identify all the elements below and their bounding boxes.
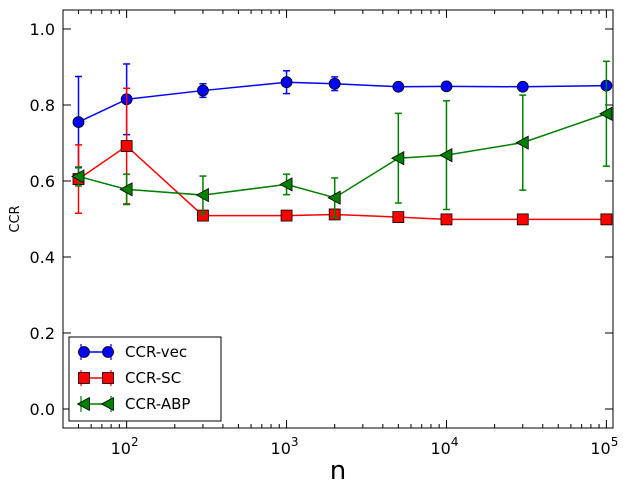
legend-marker bbox=[102, 346, 114, 358]
data-point bbox=[71, 169, 85, 184]
data-point bbox=[600, 213, 613, 226]
legend-entry-ccr-sc: CCR-SC bbox=[78, 369, 181, 387]
legend: CCR-vec CCR-SC CCR-ABP bbox=[68, 336, 222, 422]
legend-marker bbox=[76, 396, 90, 412]
data-point bbox=[327, 190, 341, 205]
data-point bbox=[390, 151, 405, 166]
legend-label: CCR-ABP bbox=[125, 395, 190, 413]
x-tick-label: 102 bbox=[111, 435, 139, 458]
data-point bbox=[195, 187, 209, 203]
data-point bbox=[119, 182, 133, 197]
x-tick-label: 103 bbox=[271, 435, 299, 458]
data-point bbox=[328, 77, 341, 90]
tick-labels: 0.0 0.2 0.4 0.6 0.8 1.0 102 103 104 105 bbox=[30, 20, 619, 458]
data-point bbox=[279, 177, 293, 192]
x-tick-label: 104 bbox=[430, 435, 458, 458]
y-tick-label: 0.6 bbox=[30, 172, 55, 191]
legend-label: CCR-SC bbox=[125, 369, 181, 387]
legend-marker bbox=[102, 372, 114, 384]
y-tick-label: 0.2 bbox=[30, 324, 55, 343]
data-point bbox=[120, 140, 133, 152]
legend-label: CCR-vec bbox=[125, 343, 187, 361]
legend-marker bbox=[100, 396, 114, 412]
y-tick-label: 0.8 bbox=[30, 96, 55, 115]
data-point bbox=[515, 135, 529, 150]
legend-marker bbox=[78, 372, 90, 384]
legend-box bbox=[68, 336, 222, 422]
y-axis-title: CCR bbox=[8, 205, 23, 232]
legend-entry-ccr-abp: CCR-ABP bbox=[76, 395, 190, 413]
x-tick-label: 105 bbox=[590, 435, 618, 458]
data-point bbox=[439, 147, 453, 163]
data-point bbox=[440, 213, 453, 226]
legend-marker bbox=[78, 346, 90, 358]
data-point bbox=[72, 116, 85, 128]
data-point bbox=[197, 84, 209, 97]
legend-entry-ccr-vec: CCR-vec bbox=[78, 343, 187, 361]
series-layer bbox=[71, 60, 613, 226]
data-point bbox=[440, 80, 453, 93]
data-point bbox=[599, 106, 613, 121]
data-point bbox=[392, 211, 405, 224]
series-ccr-abp bbox=[71, 60, 613, 219]
y-tick-label: 0.4 bbox=[30, 248, 55, 267]
data-point bbox=[516, 213, 529, 226]
data-point bbox=[280, 76, 293, 89]
series-ccr-vec bbox=[72, 63, 613, 169]
y-tick-label: 0.0 bbox=[30, 400, 55, 419]
x-axis-title: n bbox=[330, 456, 346, 486]
data-point bbox=[280, 209, 293, 222]
data-point bbox=[516, 80, 529, 93]
data-point bbox=[392, 80, 405, 93]
y-tick-label: 1.0 bbox=[30, 20, 55, 39]
